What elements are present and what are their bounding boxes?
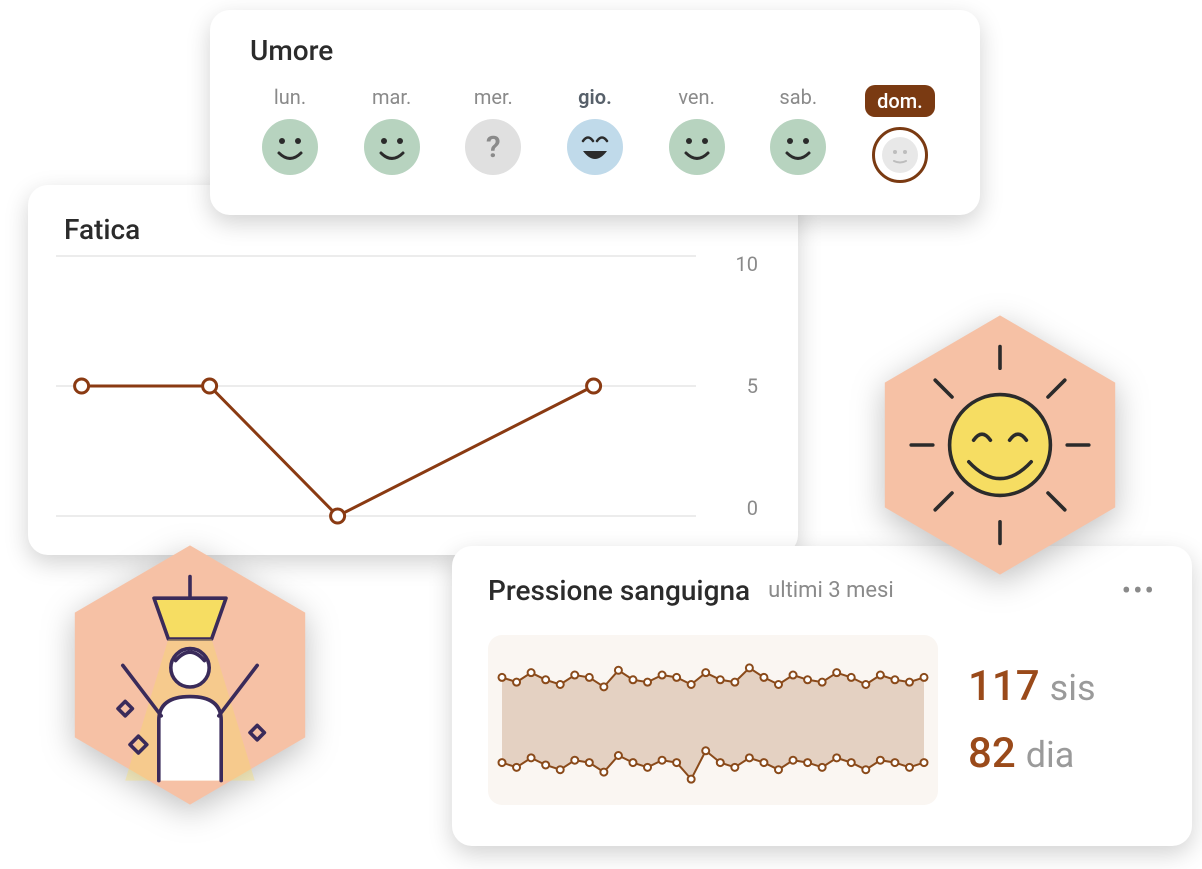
fatigue-ytick-5: 5: [747, 374, 758, 398]
fatigue-chart: 10 5 0: [56, 256, 758, 516]
systolic-unit: sis: [1050, 667, 1096, 709]
mood-day-label: mer.: [474, 85, 513, 109]
mood-week-row: lun. mar. mer.? gio. ven. sab. dom.: [250, 85, 940, 183]
mood-day-label: lun.: [274, 85, 306, 109]
mood-day-label: mar.: [372, 85, 411, 109]
mood-day-5[interactable]: sab.: [758, 85, 838, 183]
mood-day-label: dom.: [865, 85, 935, 117]
blood-pressure-body: 117 sis 82 dia: [488, 635, 1156, 805]
mood-day-4[interactable]: ven.: [657, 85, 737, 183]
unknown-face-icon: ?: [465, 119, 521, 175]
diastolic-unit: dia: [1026, 734, 1075, 776]
fatigue-card: Fatica 10 5 0: [28, 185, 798, 555]
mood-day-label: ven.: [678, 85, 714, 109]
sun-badge-icon: [880, 310, 1120, 580]
happy-face-icon: [770, 119, 826, 175]
blood-pressure-card: Pressione sanguigna ultimi 3 mesi ••• 11…: [452, 546, 1192, 846]
fatigue-ytick-0: 0: [747, 496, 758, 520]
blood-pressure-chart: [488, 635, 938, 805]
happy-face-icon: [669, 119, 725, 175]
empty-face-icon: [872, 127, 928, 183]
mood-day-label: gio.: [578, 85, 612, 109]
diastolic-reading: 82 dia: [968, 729, 1096, 778]
mood-card: Umore lun. mar. mer.? gio. ven. sab. dom.: [210, 10, 980, 215]
happy-face-icon: [262, 119, 318, 175]
fatigue-ytick-10: 10: [736, 252, 758, 276]
mood-day-2[interactable]: mer.?: [453, 85, 533, 183]
diastolic-value: 82: [968, 729, 1016, 778]
systolic-value: 117: [968, 662, 1040, 711]
mood-day-0[interactable]: lun.: [250, 85, 330, 183]
mood-day-label: sab.: [779, 85, 817, 109]
person-badge-icon: [70, 540, 310, 810]
mood-title: Umore: [250, 34, 940, 67]
mood-day-6[interactable]: dom.: [860, 85, 940, 183]
systolic-reading: 117 sis: [968, 662, 1096, 711]
fatigue-title: Fatica: [64, 213, 758, 246]
blood-pressure-subtitle: ultimi 3 mesi: [768, 578, 894, 603]
mood-day-1[interactable]: mar.: [352, 85, 432, 183]
more-icon[interactable]: •••: [1122, 574, 1156, 607]
laugh-face-icon: [567, 119, 623, 175]
happy-face-icon: [364, 119, 420, 175]
blood-pressure-readings: 117 sis 82 dia: [968, 662, 1096, 778]
mood-day-3[interactable]: gio.: [555, 85, 635, 183]
blood-pressure-title: Pressione sanguigna: [488, 574, 750, 607]
